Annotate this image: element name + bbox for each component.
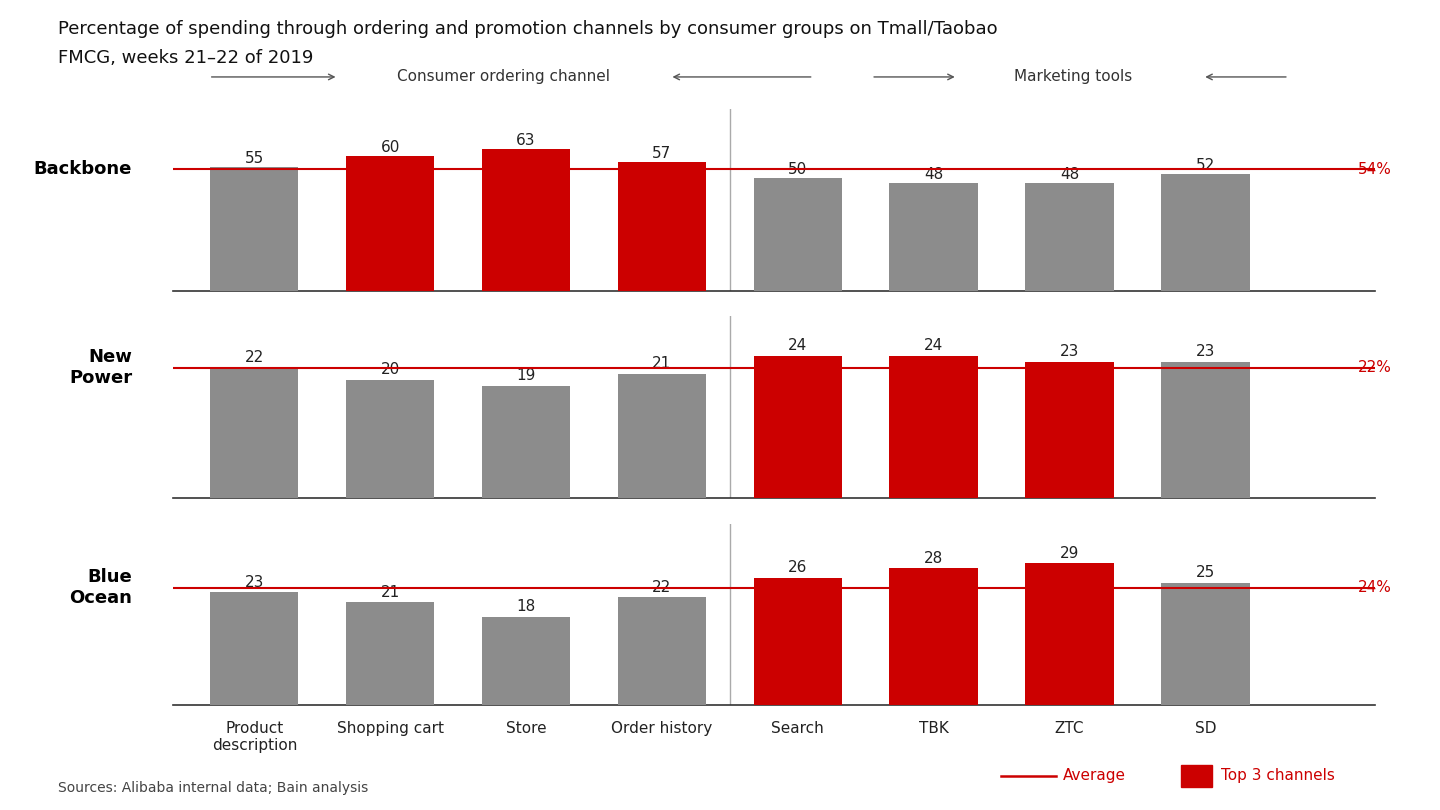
Bar <box>210 592 298 705</box>
Bar <box>890 568 978 705</box>
Text: Backbone: Backbone <box>33 160 132 178</box>
Text: 21: 21 <box>652 356 671 371</box>
Bar <box>1025 183 1113 291</box>
Bar <box>618 373 706 497</box>
Bar <box>1161 362 1250 497</box>
Bar <box>1025 362 1113 497</box>
Text: Top 3 channels: Top 3 channels <box>1221 769 1335 783</box>
Bar <box>753 578 842 705</box>
Bar <box>618 163 706 291</box>
Text: 18: 18 <box>517 599 536 615</box>
Bar <box>210 368 298 497</box>
Bar <box>753 356 842 497</box>
Text: 54%: 54% <box>1358 162 1391 177</box>
Text: Consumer ordering channel: Consumer ordering channel <box>397 70 611 84</box>
Bar <box>618 597 706 705</box>
Text: 19: 19 <box>517 368 536 382</box>
Text: 23: 23 <box>1060 344 1079 359</box>
Bar <box>346 156 435 291</box>
Bar <box>482 386 570 497</box>
Text: New
Power: New Power <box>69 348 132 387</box>
Text: 23: 23 <box>245 575 264 590</box>
Bar <box>1161 173 1250 291</box>
Bar <box>482 149 570 291</box>
Text: 24: 24 <box>788 338 808 353</box>
Text: 25: 25 <box>1195 565 1215 580</box>
Text: 60: 60 <box>380 139 400 155</box>
Bar <box>210 167 298 291</box>
Text: 22%: 22% <box>1358 360 1391 375</box>
Text: Average: Average <box>1063 769 1126 783</box>
Text: Percentage of spending through ordering and promotion channels by consumer group: Percentage of spending through ordering … <box>58 20 998 38</box>
Text: 48: 48 <box>1060 167 1079 181</box>
Text: 48: 48 <box>924 167 943 181</box>
Text: 26: 26 <box>788 561 808 575</box>
Text: 29: 29 <box>1060 546 1079 561</box>
Bar <box>1161 582 1250 705</box>
Text: FMCG, weeks 21–22 of 2019: FMCG, weeks 21–22 of 2019 <box>58 49 312 66</box>
Text: 57: 57 <box>652 147 671 161</box>
Bar <box>890 183 978 291</box>
Text: 20: 20 <box>380 362 400 377</box>
Text: 50: 50 <box>788 162 808 177</box>
Text: 24: 24 <box>924 338 943 353</box>
Text: 28: 28 <box>924 551 943 565</box>
Text: 21: 21 <box>380 585 400 599</box>
Text: 63: 63 <box>517 133 536 148</box>
Text: 24%: 24% <box>1358 580 1391 595</box>
Text: Sources: Alibaba internal data; Bain analysis: Sources: Alibaba internal data; Bain ana… <box>58 782 367 795</box>
Text: 22: 22 <box>652 580 671 595</box>
Text: Blue
Ocean: Blue Ocean <box>69 568 132 607</box>
Text: 52: 52 <box>1195 158 1215 173</box>
Bar <box>346 380 435 497</box>
Bar <box>346 602 435 705</box>
Text: 23: 23 <box>1195 344 1215 359</box>
Bar <box>482 617 570 705</box>
Text: Marketing tools: Marketing tools <box>1014 70 1132 84</box>
Bar <box>753 178 842 291</box>
Text: 22: 22 <box>245 350 264 365</box>
Text: 55: 55 <box>245 151 264 166</box>
Bar <box>890 356 978 497</box>
Bar <box>1025 563 1113 705</box>
